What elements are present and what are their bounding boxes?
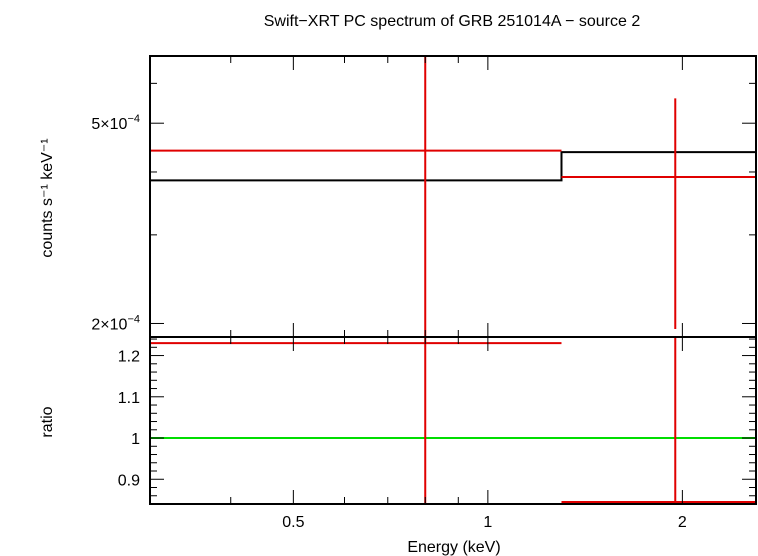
model-step-line — [150, 151, 756, 182]
y-tick-label: 2×10−4 — [91, 313, 140, 333]
y-tick-label: 5×10−4 — [91, 113, 140, 133]
spectrum-y-axis-label: counts s⁻¹ keV⁻¹ — [39, 138, 56, 257]
spectrum-panel-frame — [149, 55, 757, 338]
x-tick-label: 0.5 — [282, 514, 304, 531]
y-tick-label: 0.9 — [118, 472, 140, 489]
ratio-panel-frame — [149, 336, 757, 505]
y-tick-label: 1.1 — [118, 390, 140, 407]
x-tick-label: 1 — [483, 514, 492, 531]
y-tick-label: 1 — [131, 431, 140, 448]
chart-title: Swift−XRT PC spectrum of GRB 251014A − s… — [264, 13, 641, 30]
chart-marks: 0.5 1 2 5×10−4 2×10−4 0.9 1 1.1 1.2 — [91, 55, 757, 531]
x-axis-label: Energy (keV) — [407, 539, 500, 556]
x-tick-label: 2 — [678, 514, 687, 531]
ratio-y-axis-label: ratio — [39, 406, 56, 437]
y-tick-label: 1.2 — [118, 349, 140, 366]
